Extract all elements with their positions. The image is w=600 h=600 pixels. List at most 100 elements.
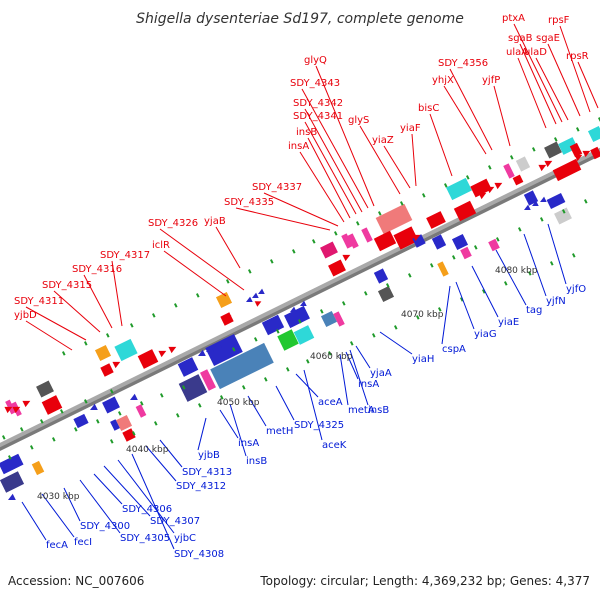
strand-tick xyxy=(95,419,100,424)
strand-tick xyxy=(19,427,24,432)
gene-label-forward: SDY_4341 xyxy=(293,111,343,122)
gene-block xyxy=(558,137,578,155)
gene-label-forward: ptxA xyxy=(502,13,525,24)
label-leader-lines xyxy=(21,23,599,550)
leader-line xyxy=(247,395,267,427)
strand-tick xyxy=(118,411,122,416)
leader-line xyxy=(25,320,73,351)
gene-arrow xyxy=(300,300,307,307)
gene-block xyxy=(333,311,345,327)
tick-label-4080: 4080 kbp xyxy=(495,266,538,276)
strand-tick xyxy=(152,313,156,318)
strand-tick xyxy=(363,291,368,296)
strand-tick xyxy=(195,293,200,298)
leader-line xyxy=(41,493,75,538)
gene-block xyxy=(328,259,346,277)
leader-line xyxy=(295,373,319,398)
gene-block xyxy=(277,329,299,351)
gene-label-forward: SDY_4311 xyxy=(14,296,64,307)
leader-line xyxy=(349,349,369,406)
gene-block xyxy=(488,238,500,252)
gene-block xyxy=(205,333,243,367)
gene-label-reverse: yjfN xyxy=(546,296,566,307)
gene-label-reverse: SDY_4325 xyxy=(294,420,344,431)
gene-label-forward: yiaZ xyxy=(372,135,394,146)
strand-tick xyxy=(334,231,338,236)
gene-label-reverse: insB xyxy=(368,405,389,416)
gene-block xyxy=(426,211,446,229)
strand-tick xyxy=(532,147,536,152)
strand-tick xyxy=(400,201,404,206)
gene-block xyxy=(437,261,449,277)
gene-arrow xyxy=(168,346,177,354)
gene-arrow xyxy=(8,493,16,501)
gene-arrow xyxy=(158,350,167,358)
strand-tick xyxy=(488,165,492,170)
strand-tick xyxy=(452,255,456,260)
strand-tick xyxy=(504,281,508,286)
strand-tick xyxy=(474,245,478,250)
gene-block xyxy=(361,227,373,243)
strand-tick xyxy=(73,427,78,432)
gene-block xyxy=(199,369,217,391)
leader-line xyxy=(339,353,349,406)
strand-tick xyxy=(276,329,280,334)
gene-label-forward: glyQ xyxy=(304,55,327,66)
topology-text: Topology: circular; Length: 4,369,232 bp… xyxy=(259,574,590,588)
gene-arrow xyxy=(198,349,206,357)
gene-label-forward: ulaD xyxy=(524,47,547,58)
gene-label-reverse: yjbB xyxy=(198,450,220,461)
gene-block xyxy=(73,413,89,429)
leader-line xyxy=(559,25,591,113)
leader-line xyxy=(455,281,475,330)
strand-tick xyxy=(312,239,316,244)
strand-tick xyxy=(253,337,258,342)
gene-arrow xyxy=(544,160,553,168)
tick-label-4070: 4070 kbp xyxy=(401,310,444,320)
leader-line xyxy=(304,108,363,213)
gene-arrow xyxy=(538,164,547,172)
gene-block xyxy=(446,177,472,201)
strand-tick xyxy=(408,273,412,278)
leader-line xyxy=(215,226,241,269)
gene-label-reverse: SDY_4307 xyxy=(150,516,200,527)
gene-block xyxy=(451,233,469,251)
gene-block xyxy=(122,428,136,442)
gene-block xyxy=(503,163,515,179)
gene-label-forward: SDY_4315 xyxy=(42,280,92,291)
strand-tick xyxy=(496,237,500,242)
gene-block xyxy=(347,233,359,249)
leader-line xyxy=(145,445,177,482)
strand-tick xyxy=(159,393,164,398)
leader-line xyxy=(577,61,599,109)
gene-block xyxy=(523,190,539,206)
gene-arrow xyxy=(4,406,13,414)
gene-label-forward: rpsR xyxy=(566,51,589,62)
strand-tick xyxy=(174,303,178,308)
gene-block xyxy=(94,344,112,362)
gene-label-forward: SDY_4317 xyxy=(100,250,150,261)
gene-label-forward: SDY_4342 xyxy=(293,98,343,109)
gene-block xyxy=(373,230,397,252)
gene-label-reverse: yjfO xyxy=(566,284,586,295)
gene-label-forward: SDY_4343 xyxy=(290,78,340,89)
strand-tick xyxy=(51,437,56,442)
strand-tick xyxy=(40,419,44,424)
leader-line xyxy=(159,228,245,291)
strand-tick xyxy=(320,309,324,314)
tick-label-4040: 4040 kbp xyxy=(126,445,169,455)
leader-line xyxy=(163,250,227,297)
gene-arrow xyxy=(412,234,421,242)
gene-label-forward: yjaB xyxy=(204,216,226,227)
gene-arrow xyxy=(148,356,157,364)
leader-line xyxy=(493,85,511,147)
gene-arrow xyxy=(540,196,547,203)
strand-tick xyxy=(60,409,64,414)
leader-line xyxy=(535,57,569,121)
gene-arrow xyxy=(90,403,98,411)
leader-line xyxy=(229,403,247,457)
gene-label-forward: rpsF xyxy=(548,15,570,26)
strand-tick xyxy=(182,385,186,390)
gene-block xyxy=(373,268,389,284)
